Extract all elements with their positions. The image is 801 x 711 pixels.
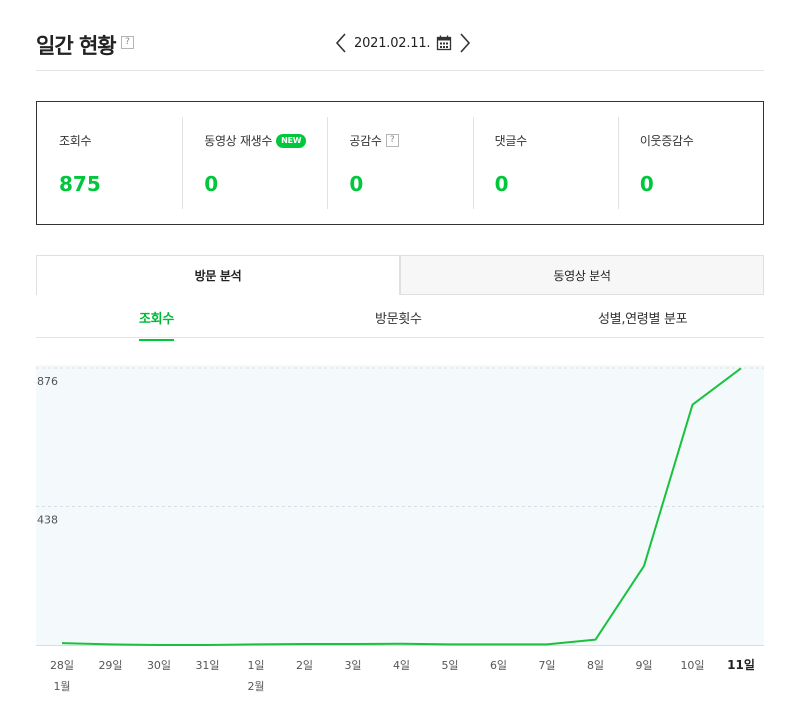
- stat-neighbor-change: 이웃증감수 0: [617, 102, 763, 224]
- x-tick-label: 29일: [98, 658, 122, 672]
- stat-comments: 댓글수 0: [472, 102, 618, 224]
- stat-label-text: 댓글수: [494, 134, 528, 148]
- x-tick-label: 5일: [441, 658, 458, 672]
- sub-tabs: 조회수 방문횟수 성별,연령별 분포: [36, 300, 764, 341]
- x-tick-label: 3일: [344, 658, 361, 672]
- subtab-gender-age-distribution[interactable]: 성별,연령별 분포: [598, 312, 688, 327]
- x-tick-label: 2일: [296, 658, 313, 672]
- stat-label: 공감수?: [349, 132, 399, 149]
- stat-likes: 공감수? 0: [327, 102, 472, 224]
- subtab-visit-count[interactable]: 방문횟수: [375, 312, 422, 327]
- stat-label-text: 공감수: [349, 134, 382, 148]
- stat-label: 댓글수: [494, 132, 528, 149]
- x-tick-label: 7일: [538, 658, 555, 672]
- stats-summary-box: 조회수 875 동영상 재생수 NEW 0 공감수? 0 댓글수 0 이웃증감수 …: [36, 101, 764, 225]
- chart-plot-area: [36, 365, 764, 645]
- chart-svg: 438 876 28일 29일 30일 31일 1일 2일 3일 4일 5일 6일 7일 8일 9일 10일 1…: [36, 365, 764, 693]
- stat-views: 조회수 875: [37, 102, 182, 224]
- x-tick-label: 11일: [727, 658, 755, 672]
- stat-label: 동영상 재생수 NEW: [204, 132, 307, 149]
- help-icon[interactable]: ?: [385, 134, 399, 147]
- stat-video-plays: 동영상 재생수 NEW 0: [182, 102, 327, 224]
- subtab-views[interactable]: 조회수: [139, 308, 174, 341]
- stat-label-text: 이웃증감수: [639, 134, 694, 148]
- tab-video-analysis[interactable]: 동영상 분석: [400, 255, 764, 295]
- previous-date-button[interactable]: [332, 30, 350, 56]
- stat-label-text: 동영상 재생수: [204, 134, 273, 148]
- x-tick-label: 31일: [195, 658, 219, 672]
- daily-status-header: 일간 현황 ? 2021.02.11.: [36, 0, 764, 71]
- chevron-left-icon: [335, 33, 346, 53]
- stat-label: 조회수: [59, 132, 92, 149]
- x-tick-label: 6일: [490, 658, 507, 672]
- tab-visit-analysis[interactable]: 방문 분석: [36, 255, 400, 295]
- month-label: 2월: [247, 680, 264, 693]
- stat-value: 0: [204, 172, 219, 196]
- x-tick-label: 30일: [147, 658, 171, 672]
- x-tick-label: 9일: [635, 658, 652, 672]
- stat-value: 0: [639, 172, 654, 196]
- stat-label: 이웃증감수: [640, 132, 694, 149]
- month-label: 1월: [53, 680, 70, 693]
- x-tick-label: 10일: [680, 658, 704, 672]
- stat-value: 0: [494, 172, 509, 196]
- new-badge: NEW: [276, 133, 307, 148]
- calendar-icon[interactable]: [436, 35, 452, 51]
- stat-value: 0: [349, 172, 364, 196]
- y-tick-label: 876: [37, 375, 58, 388]
- main-tabs: 방문 분석 동영상 분석: [36, 255, 764, 295]
- x-tick-label: 28일: [50, 658, 74, 672]
- x-tick-label: 4일: [393, 658, 410, 672]
- next-date-button[interactable]: [456, 30, 474, 56]
- current-date: 2021.02.11.: [354, 35, 431, 51]
- series-line: [61, 367, 742, 646]
- x-tick-label: 1일: [247, 658, 264, 672]
- stat-label-text: 조회수: [59, 134, 92, 148]
- date-navigator: 2021.02.11.: [332, 30, 474, 56]
- x-tick-label: 8일: [587, 658, 604, 672]
- stat-value: 875: [59, 172, 101, 196]
- help-icon[interactable]: ?: [121, 36, 134, 49]
- chevron-right-icon: [460, 33, 471, 53]
- views-line-chart: 438 876 28일 29일 30일 31일 1일 2일 3일 4일 5일 6일 7일 8일 9일 10일 1…: [36, 352, 764, 697]
- page-title: 일간 현황: [36, 34, 117, 58]
- y-tick-label: 438: [37, 514, 58, 527]
